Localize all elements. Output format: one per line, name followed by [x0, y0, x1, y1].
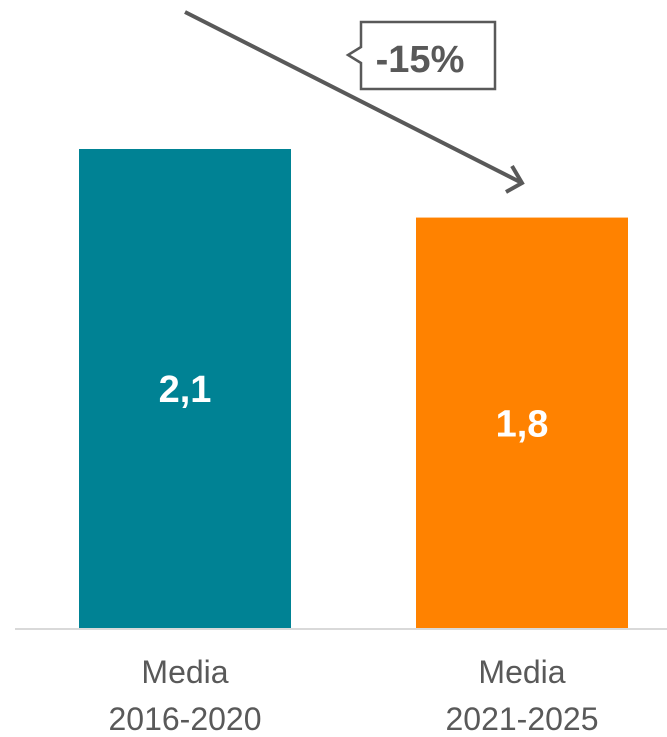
category-label-2-line-1: Media	[478, 654, 565, 690]
bar-value-label-1: 2,1	[159, 369, 212, 411]
annotation-callout-box	[345, 20, 497, 91]
category-label-2-line-2: 2021-2025	[445, 701, 598, 737]
category-label-1-line-2: 2016-2020	[108, 701, 261, 737]
bar-2	[416, 217, 628, 630]
bars-layer	[79, 149, 628, 630]
bar-value-label-2: 1,8	[496, 403, 549, 445]
trend-arrow-line	[184, 10, 521, 184]
labels-layer: 2,1 Media 2016-2020 1,8 Media 2021-2025	[108, 369, 598, 737]
bar-1	[79, 149, 291, 629]
annotation-label: -15%	[376, 39, 465, 81]
trend-annotation: -15%	[184, 10, 525, 194]
trend-arrow-head	[505, 164, 525, 194]
category-label-1-line-1: Media	[141, 654, 228, 690]
